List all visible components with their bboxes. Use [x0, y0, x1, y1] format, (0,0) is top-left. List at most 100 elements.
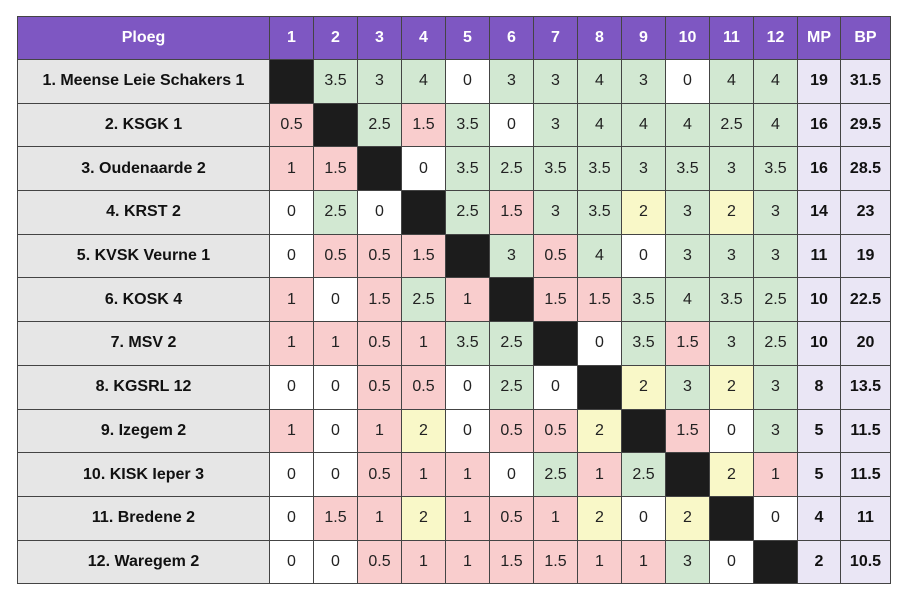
- score-cell: 0: [313, 364, 358, 410]
- match-points: 19: [797, 59, 841, 104]
- score-cell: 3: [709, 146, 754, 192]
- score-cell: 1: [313, 321, 358, 366]
- score-cell: 0: [269, 452, 314, 497]
- score-cell: 0.5: [269, 102, 314, 148]
- score-cell: 4: [665, 102, 710, 148]
- score-cell: 0: [445, 59, 490, 104]
- score-cell: 1: [269, 321, 314, 366]
- score-cell: 3: [753, 233, 798, 279]
- self-cell: [753, 539, 798, 585]
- score-cell: 2: [621, 190, 666, 235]
- score-cell: 2.5: [753, 277, 798, 323]
- score-cell: 0.5: [489, 495, 534, 541]
- match-points: 8: [797, 364, 841, 410]
- score-cell: 2.5: [357, 102, 402, 148]
- team-name: 1. Meense Leie Schakers 1: [17, 59, 270, 104]
- score-cell: 2.5: [489, 364, 534, 410]
- score-cell: 1.5: [313, 146, 358, 192]
- score-cell: 1.5: [401, 102, 446, 148]
- score-cell: 1: [577, 539, 622, 585]
- score-cell: 0.5: [313, 233, 358, 279]
- team-name: 12. Waregem 2: [17, 539, 270, 585]
- score-cell: 0: [313, 408, 358, 454]
- match-points: 4: [797, 495, 841, 541]
- table-row: 10. KISK Ieper 3 0 0 0.5 1 1 0 2.5 1 2.5 2 1 5 11.5: [17, 452, 891, 497]
- score-cell: 0: [269, 233, 314, 279]
- table-row: 5. KVSK Veurne 1 0 0.5 0.5 1.5 3 0.5 4 0 3 3 3 11 19: [17, 233, 891, 279]
- score-cell: 1.5: [489, 190, 534, 235]
- score-cell: 1: [357, 408, 402, 454]
- header-team: Ploeg: [17, 16, 270, 60]
- score-cell: 0: [489, 452, 534, 497]
- score-cell: 3.5: [577, 190, 622, 235]
- board-points: 28.5: [840, 146, 891, 192]
- table-row: 12. Waregem 2 0 0 0.5 1 1 1.5 1.5 1 1 3 0 2 10.5: [17, 539, 891, 585]
- score-cell: 4: [577, 102, 622, 148]
- table-row: 11. Bredene 2 0 1.5 1 2 1 0.5 1 2 0 2 0 4 11: [17, 495, 891, 541]
- board-points: 19: [840, 233, 891, 279]
- score-cell: 3.5: [621, 277, 666, 323]
- team-name: 11. Bredene 2: [17, 495, 270, 541]
- score-cell: 1: [269, 146, 314, 192]
- self-cell: [533, 321, 578, 366]
- score-cell: 3.5: [445, 146, 490, 192]
- score-cell: 1.5: [401, 233, 446, 279]
- match-points: 11: [797, 233, 841, 279]
- score-cell: 1: [269, 277, 314, 323]
- self-cell: [313, 102, 358, 148]
- score-cell: 0: [533, 364, 578, 410]
- team-name: 3. Oudenaarde 2: [17, 146, 270, 192]
- score-cell: 2.5: [489, 321, 534, 366]
- score-cell: 2.5: [445, 190, 490, 235]
- score-cell: 1: [269, 408, 314, 454]
- score-cell: 0.5: [357, 364, 402, 410]
- score-cell: 0: [401, 146, 446, 192]
- score-cell: 3.5: [665, 146, 710, 192]
- score-cell: 3.5: [577, 146, 622, 192]
- header-round-10: 10: [665, 16, 710, 60]
- score-cell: 3: [665, 190, 710, 235]
- score-cell: 0.5: [401, 364, 446, 410]
- score-cell: 1.5: [665, 321, 710, 366]
- score-cell: 0: [621, 233, 666, 279]
- header-round-6: 6: [489, 16, 534, 60]
- score-cell: 1: [445, 495, 490, 541]
- score-cell: 2.5: [709, 102, 754, 148]
- score-cell: 2.5: [489, 146, 534, 192]
- team-name: 4. KRST 2: [17, 190, 270, 235]
- score-cell: 3.5: [445, 321, 490, 366]
- score-cell: 4: [753, 59, 798, 104]
- team-name: 6. KOSK 4: [17, 277, 270, 323]
- score-cell: 1: [621, 539, 666, 585]
- table-row: 4. KRST 2 0 2.5 0 2.5 1.5 3 3.5 2 3 2 3 14 23: [17, 190, 891, 235]
- score-cell: 0.5: [533, 233, 578, 279]
- table-body: 1. Meense Leie Schakers 1 3.5 3 4 0 3 3 4 3 0 4 4 19…: [17, 59, 891, 585]
- self-cell: [621, 408, 666, 454]
- score-cell: 3.5: [621, 321, 666, 366]
- self-cell: [269, 59, 314, 104]
- board-points: 11.5: [840, 452, 891, 497]
- score-cell: 3: [533, 102, 578, 148]
- score-cell: 4: [401, 59, 446, 104]
- match-points: 10: [797, 277, 841, 323]
- score-cell: 1: [577, 452, 622, 497]
- score-cell: 0: [357, 190, 402, 235]
- team-name: 8. KGSRL 12: [17, 364, 270, 410]
- score-cell: 1.5: [665, 408, 710, 454]
- score-cell: 3: [753, 190, 798, 235]
- score-cell: 4: [621, 102, 666, 148]
- score-cell: 0.5: [357, 452, 402, 497]
- score-cell: 2.5: [401, 277, 446, 323]
- score-cell: 2: [621, 364, 666, 410]
- score-cell: 1.5: [313, 495, 358, 541]
- match-points: 16: [797, 102, 841, 148]
- score-cell: 2: [709, 190, 754, 235]
- score-cell: 2: [401, 495, 446, 541]
- score-cell: 3: [665, 233, 710, 279]
- header-round-2: 2: [313, 16, 358, 60]
- match-points: 5: [797, 408, 841, 454]
- score-cell: 3: [357, 59, 402, 104]
- board-points: 22.5: [840, 277, 891, 323]
- score-cell: 2.5: [621, 452, 666, 497]
- team-name: 2. KSGK 1: [17, 102, 270, 148]
